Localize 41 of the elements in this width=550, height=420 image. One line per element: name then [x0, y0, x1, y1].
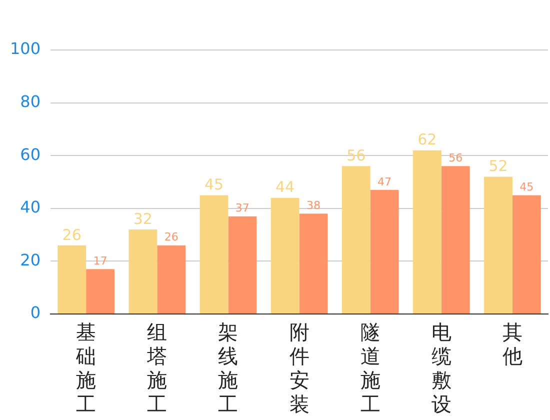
bar	[58, 245, 86, 314]
bar	[412, 150, 442, 314]
y-tick-label: 100	[10, 39, 41, 58]
data-label: 26	[164, 230, 178, 244]
data-label: 32	[133, 210, 152, 228]
bar	[128, 230, 158, 314]
x-tick-label: 其他	[502, 320, 522, 368]
data-label: 45	[520, 180, 534, 194]
data-label: 17	[93, 254, 108, 268]
bar	[228, 216, 257, 314]
data-label: 38	[306, 199, 320, 212]
bar	[441, 166, 470, 314]
data-label: 26	[62, 226, 82, 244]
x-tick-label: 基础施工	[75, 320, 96, 416]
y-tick-label: 20	[20, 250, 41, 270]
y-tick-label: 80	[20, 92, 41, 111]
x-tick-label: 架线施工	[218, 320, 238, 416]
data-label: 45	[204, 176, 224, 194]
x-tick-label: 组塔施工	[146, 320, 168, 416]
bar	[200, 195, 228, 314]
data-label: 62	[418, 130, 437, 149]
bar	[370, 190, 399, 314]
bar	[299, 214, 328, 314]
y-tick-label: 40	[20, 198, 41, 217]
data-label: 56	[346, 146, 366, 165]
x-tick-label: 电缆敷设	[431, 320, 452, 416]
bar	[86, 269, 114, 314]
data-label: 37	[235, 202, 250, 215]
data-label: 44	[276, 178, 295, 196]
data-label: 56	[448, 152, 463, 165]
bar	[157, 245, 186, 314]
bar	[484, 176, 512, 314]
y-tick-label: 60	[20, 144, 41, 164]
data-label: 47	[378, 175, 392, 188]
x-tick-label: 附件安装	[289, 320, 310, 416]
data-label: 52	[488, 157, 508, 176]
bar	[270, 198, 300, 314]
x-tick-label: 隧道施工	[360, 320, 380, 416]
y-tick-label: 0	[30, 303, 41, 322]
bar	[512, 195, 541, 314]
bar	[342, 166, 370, 314]
